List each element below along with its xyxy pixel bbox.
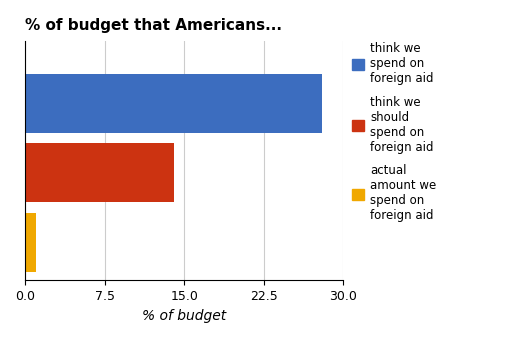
Legend: think we
spend on
foreign aid, think we
should
spend on
foreign aid, actual
amou: think we spend on foreign aid, think we …	[352, 42, 436, 222]
Bar	[25, 213, 36, 272]
Text: % of budget that Americans...: % of budget that Americans...	[25, 18, 282, 33]
Bar	[25, 143, 174, 202]
Bar	[25, 74, 322, 133]
X-axis label: % of budget: % of budget	[142, 309, 226, 323]
